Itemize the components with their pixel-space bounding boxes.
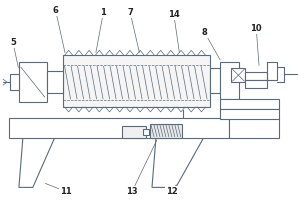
Text: 6: 6 xyxy=(53,6,58,15)
Bar xyxy=(47,71,63,93)
Text: 1: 1 xyxy=(100,8,106,17)
Text: 5: 5 xyxy=(10,38,16,47)
Polygon shape xyxy=(19,138,55,187)
Text: 7: 7 xyxy=(127,8,133,17)
Bar xyxy=(210,68,220,93)
Text: 12: 12 xyxy=(166,187,178,196)
Bar xyxy=(230,118,279,138)
Bar xyxy=(19,62,47,102)
Bar xyxy=(143,129,149,135)
Bar xyxy=(63,55,210,107)
Polygon shape xyxy=(152,138,204,187)
Text: 11: 11 xyxy=(60,187,71,196)
Text: 10: 10 xyxy=(250,24,262,33)
Bar xyxy=(10,74,19,90)
Bar xyxy=(245,80,267,88)
Bar xyxy=(220,109,279,119)
Bar xyxy=(231,68,245,82)
Bar xyxy=(245,72,267,80)
Bar xyxy=(9,118,230,138)
Text: 14: 14 xyxy=(168,10,180,19)
Bar xyxy=(220,99,279,109)
Bar xyxy=(220,62,239,99)
Bar xyxy=(150,124,182,138)
Bar xyxy=(122,126,146,138)
Text: 8: 8 xyxy=(202,28,208,37)
Text: 13: 13 xyxy=(126,187,138,196)
